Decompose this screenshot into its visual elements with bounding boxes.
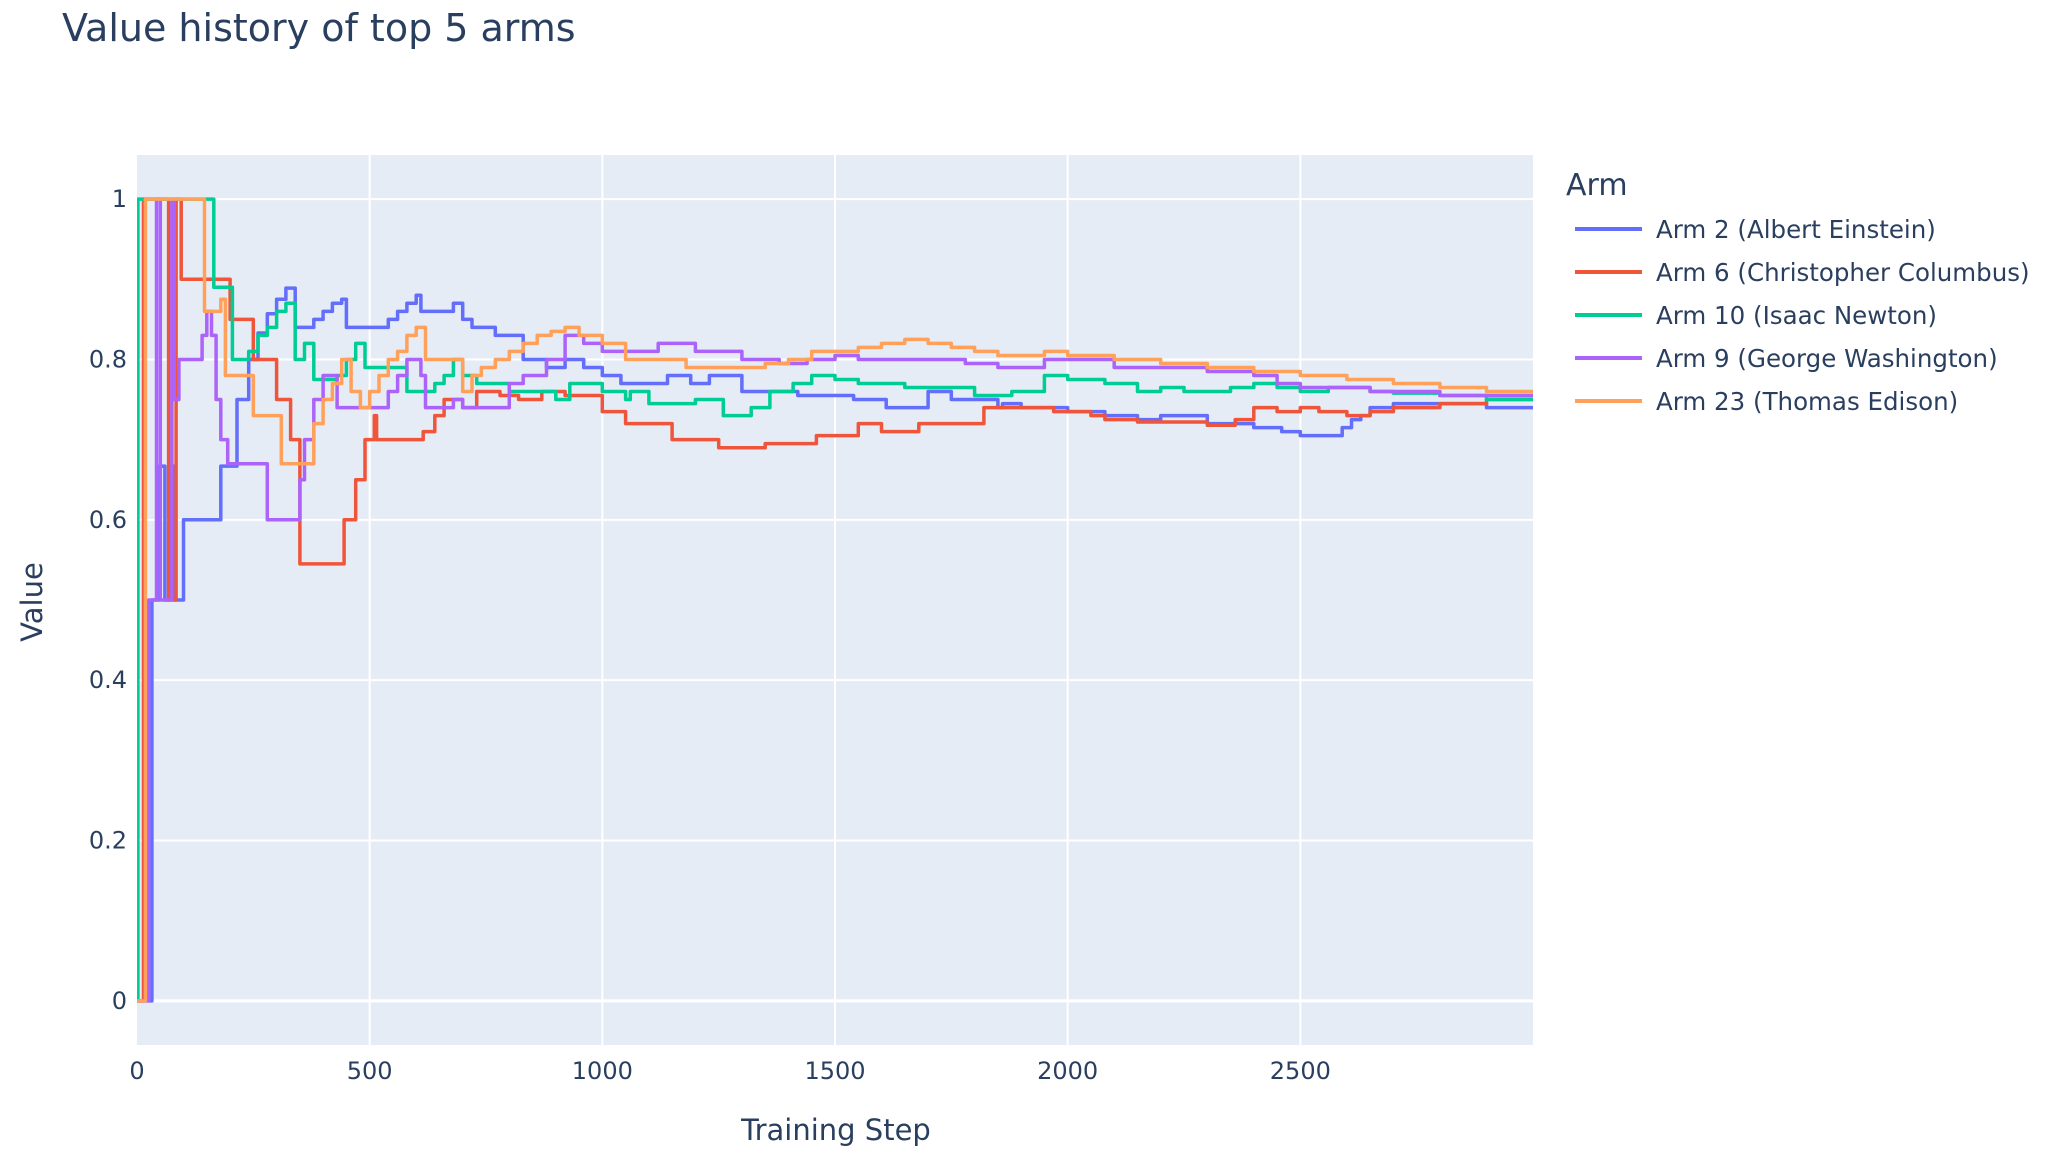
y-tick-label: 0: [112, 987, 127, 1015]
series-line-2: [137, 197, 1533, 1003]
series-line-5: [137, 197, 1533, 1003]
x-tick-label: 500: [347, 1057, 393, 1085]
legend-label: Arm 2 (Albert Einstein): [1656, 215, 1936, 244]
series-line-3: [137, 197, 1533, 1003]
x-axis-title: Training Step: [740, 1113, 931, 1147]
y-tick-label: 0.6: [89, 506, 127, 534]
series-line-1: [137, 286, 1533, 1003]
series-line-4: [137, 197, 1533, 1003]
y-tick-label: 1: [112, 185, 127, 213]
chart-title: Value history of top 5 arms: [62, 6, 576, 50]
x-tick-label: 2000: [1037, 1057, 1098, 1085]
legend-label: Arm 10 (Isaac Newton): [1656, 301, 1937, 330]
legend-item[interactable]: Arm 9 (George Washington): [1575, 344, 1998, 373]
legend-title: Arm: [1566, 168, 1628, 203]
legend-label: Arm 6 (Christopher Columbus): [1656, 258, 2030, 287]
x-tick-label: 2500: [1270, 1057, 1331, 1085]
x-tick-label: 1000: [572, 1057, 633, 1085]
x-tick-label: 0: [129, 1057, 144, 1085]
x-tick-label: 1500: [804, 1057, 865, 1085]
legend-item[interactable]: Arm 10 (Isaac Newton): [1575, 301, 1937, 330]
y-tick-label: 0.8: [89, 345, 127, 373]
y-tick-label: 0.4: [89, 666, 127, 694]
legend-label: Arm 9 (George Washington): [1656, 344, 1998, 373]
legend-item[interactable]: Arm 6 (Christopher Columbus): [1575, 258, 2030, 287]
legend: Arm Arm 2 (Albert Einstein) Arm 6 (Christ…: [1566, 168, 2030, 416]
legend-label: Arm 23 (Thomas Edison): [1656, 387, 1958, 416]
y-axis-title: Value: [15, 562, 49, 642]
y-tick-label: 0.2: [89, 827, 127, 855]
legend-item[interactable]: Arm 2 (Albert Einstein): [1575, 215, 1936, 244]
legend-item[interactable]: Arm 23 (Thomas Edison): [1575, 387, 1958, 416]
